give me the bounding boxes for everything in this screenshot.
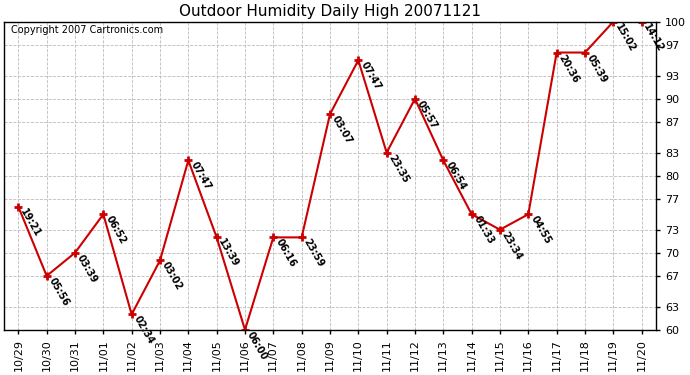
Text: 03:39: 03:39 [75, 253, 99, 285]
Text: 07:47: 07:47 [188, 160, 213, 192]
Text: 01:33: 01:33 [472, 214, 496, 246]
Text: 04:55: 04:55 [529, 214, 553, 246]
Text: Copyright 2007 Cartronics.com: Copyright 2007 Cartronics.com [10, 25, 163, 35]
Text: 02:34: 02:34 [132, 314, 156, 346]
Text: 13:39: 13:39 [217, 237, 241, 269]
Text: 14:12: 14:12 [642, 22, 666, 54]
Text: 05:39: 05:39 [585, 53, 609, 84]
Text: 23:35: 23:35 [386, 153, 411, 184]
Text: 03:02: 03:02 [160, 261, 184, 292]
Text: 07:47: 07:47 [358, 60, 382, 92]
Text: 20:36: 20:36 [557, 53, 581, 84]
Text: 06:54: 06:54 [443, 160, 467, 192]
Text: 06:16: 06:16 [273, 237, 297, 269]
Text: 05:57: 05:57 [415, 99, 439, 130]
Text: 06:00: 06:00 [245, 330, 269, 362]
Text: 03:07: 03:07 [330, 114, 354, 146]
Text: 15:02: 15:02 [613, 22, 638, 54]
Text: 06:52: 06:52 [104, 214, 128, 246]
Text: 05:56: 05:56 [47, 276, 71, 308]
Text: 23:59: 23:59 [302, 237, 326, 269]
Title: Outdoor Humidity Daily High 20071121: Outdoor Humidity Daily High 20071121 [179, 4, 481, 19]
Text: 23:34: 23:34 [500, 230, 524, 261]
Text: 19:21: 19:21 [19, 207, 43, 238]
